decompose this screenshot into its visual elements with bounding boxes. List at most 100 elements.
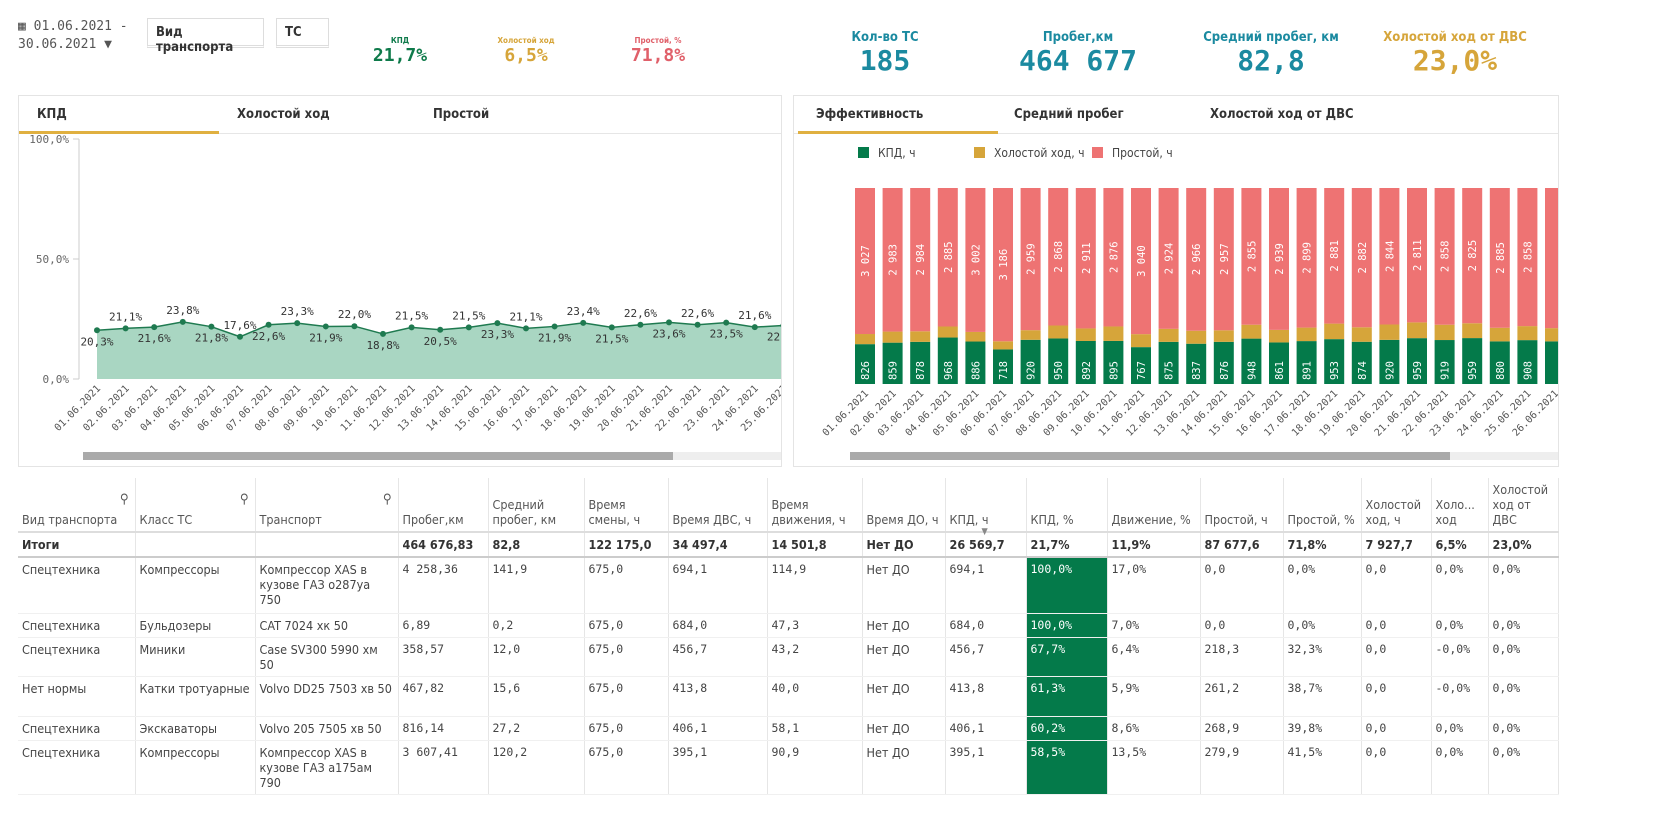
bar-segment[interactable] [1269, 342, 1289, 384]
column-header[interactable]: КПД, ч ▼ [945, 478, 1027, 537]
bar-segment[interactable] [1048, 188, 1069, 326]
column-header[interactable]: Время смены, ч [584, 478, 669, 533]
data-point[interactable] [151, 324, 158, 331]
bar-segment[interactable] [1075, 340, 1096, 384]
bar-segment[interactable] [1020, 188, 1041, 331]
bar-segment[interactable] [1269, 329, 1289, 343]
bar-segment[interactable] [1103, 326, 1124, 341]
bar-segment[interactable] [1186, 330, 1207, 344]
transport-type-filter[interactable]: Вид транспорта [147, 18, 264, 55]
date-range-picker[interactable]: ▦ 01.06.2021 - 30.06.2021 ▼ [18, 19, 128, 52]
bar-segment[interactable] [965, 331, 986, 342]
vehicle-filter[interactable]: ТС [276, 18, 329, 48]
bar-segment[interactable] [1158, 328, 1179, 342]
bar-segment[interactable] [1186, 188, 1207, 331]
bar-segment[interactable] [1296, 188, 1317, 328]
bar-segment[interactable] [1020, 339, 1041, 384]
data-point[interactable] [465, 324, 472, 331]
data-point[interactable] [608, 324, 615, 331]
data-point[interactable] [408, 324, 415, 331]
bar-segment[interactable] [1545, 328, 1558, 342]
bar-segment[interactable] [910, 188, 931, 332]
tab-1[interactable]: Холостой ход [237, 107, 330, 122]
chart-scrollbar[interactable] [850, 452, 1558, 460]
bar-segment[interactable] [1434, 324, 1455, 341]
search-icon[interactable]: ⚲ [382, 492, 392, 507]
search-icon[interactable]: ⚲ [239, 492, 249, 507]
data-point[interactable] [380, 330, 386, 337]
bar-segment[interactable] [1545, 188, 1558, 329]
column-header[interactable]: Простой, ч [1200, 478, 1284, 533]
bar-segment[interactable] [1158, 188, 1179, 329]
bar-segment[interactable] [1351, 341, 1372, 384]
bar-segment[interactable] [1545, 341, 1558, 384]
data-point[interactable] [237, 333, 243, 340]
bar-segment[interactable] [1434, 188, 1455, 325]
column-header[interactable]: Время ДВС, ч [668, 478, 768, 533]
bar-segment[interactable] [1517, 340, 1538, 384]
column-header[interactable]: Холостой ход, ч [1361, 478, 1432, 533]
bar-segment[interactable] [1462, 188, 1483, 324]
column-header[interactable]: Класс ТС ⚲ [135, 478, 256, 533]
table-row[interactable]: Спецтехника Компрессоры Компрессор XAS в к… [18, 740, 1559, 795]
bar-segment[interactable] [1379, 188, 1400, 325]
bar-segment[interactable] [1186, 343, 1207, 384]
column-header[interactable]: Движение, % [1107, 478, 1201, 533]
bar-segment[interactable] [1131, 334, 1151, 348]
data-point[interactable] [322, 323, 329, 330]
column-header[interactable]: Пробег,км [398, 478, 489, 533]
tab-1[interactable]: Средний пробег [1014, 107, 1124, 122]
data-point[interactable] [523, 325, 529, 332]
bar-segment[interactable] [910, 331, 931, 342]
bar-segment[interactable] [1489, 341, 1510, 384]
bar-segment[interactable] [1407, 338, 1427, 384]
bar-segment[interactable] [1379, 324, 1400, 340]
bar-segment[interactable] [855, 188, 875, 335]
bar-segment[interactable] [1407, 322, 1427, 339]
bar-segment[interactable] [1324, 188, 1345, 324]
data-point[interactable] [208, 323, 215, 330]
bar-segment[interactable] [1434, 340, 1455, 384]
data-point[interactable] [179, 318, 186, 325]
column-header[interactable]: Простой, % [1283, 478, 1362, 533]
table-row[interactable]: Спецтехника Экскаваторы Volvo 205 7505 хв … [18, 716, 1559, 741]
column-header[interactable]: Время ДО, ч [862, 478, 946, 533]
bar-segment[interactable] [1296, 327, 1317, 342]
column-header[interactable]: Холо... ход [1431, 478, 1489, 533]
data-point[interactable] [580, 319, 587, 326]
bar-segment[interactable] [1324, 339, 1345, 384]
column-header[interactable]: Время движения, ч [767, 478, 863, 533]
table-row[interactable]: Нет нормы Катки тротуарные Volvo DD25 7503… [18, 676, 1559, 717]
bar-segment[interactable] [1103, 340, 1124, 384]
tab-2[interactable]: Холостой ход от ДВС [1210, 107, 1354, 122]
bar-segment[interactable] [1269, 188, 1289, 330]
bar-segment[interactable] [1462, 323, 1483, 339]
bar-segment[interactable] [1131, 188, 1151, 335]
column-header[interactable]: Холостой ход от ДВС [1488, 478, 1559, 533]
tab-0[interactable]: КПД [19, 96, 219, 134]
table-row[interactable]: Спецтехника Бульдозеры CAT 7024 хк 50 6,89 0… [18, 613, 1559, 638]
data-point[interactable] [723, 319, 730, 326]
bar-segment[interactable] [1241, 338, 1262, 384]
data-point[interactable] [265, 321, 272, 328]
bar-segment[interactable] [1103, 188, 1124, 327]
bar-segment[interactable] [1075, 328, 1096, 341]
bar-segment[interactable] [1351, 327, 1372, 342]
bar-segment[interactable] [993, 341, 1013, 350]
data-point[interactable] [694, 321, 701, 328]
bar-segment[interactable] [1489, 188, 1510, 328]
bar-segment[interactable] [1131, 347, 1151, 384]
bar-segment[interactable] [910, 341, 931, 384]
bar-segment[interactable] [1517, 188, 1538, 327]
bar-segment[interactable] [1213, 341, 1234, 384]
data-point[interactable] [94, 327, 100, 334]
bar-segment[interactable] [1324, 323, 1345, 340]
data-point[interactable] [666, 319, 672, 326]
bar-segment[interactable] [882, 342, 903, 384]
bar-segment[interactable] [937, 326, 958, 338]
bar-segment[interactable] [1351, 188, 1372, 328]
data-point[interactable] [551, 323, 558, 330]
search-icon[interactable]: ⚲ [119, 492, 129, 507]
data-point[interactable] [122, 325, 129, 332]
bar-segment[interactable] [993, 188, 1013, 342]
